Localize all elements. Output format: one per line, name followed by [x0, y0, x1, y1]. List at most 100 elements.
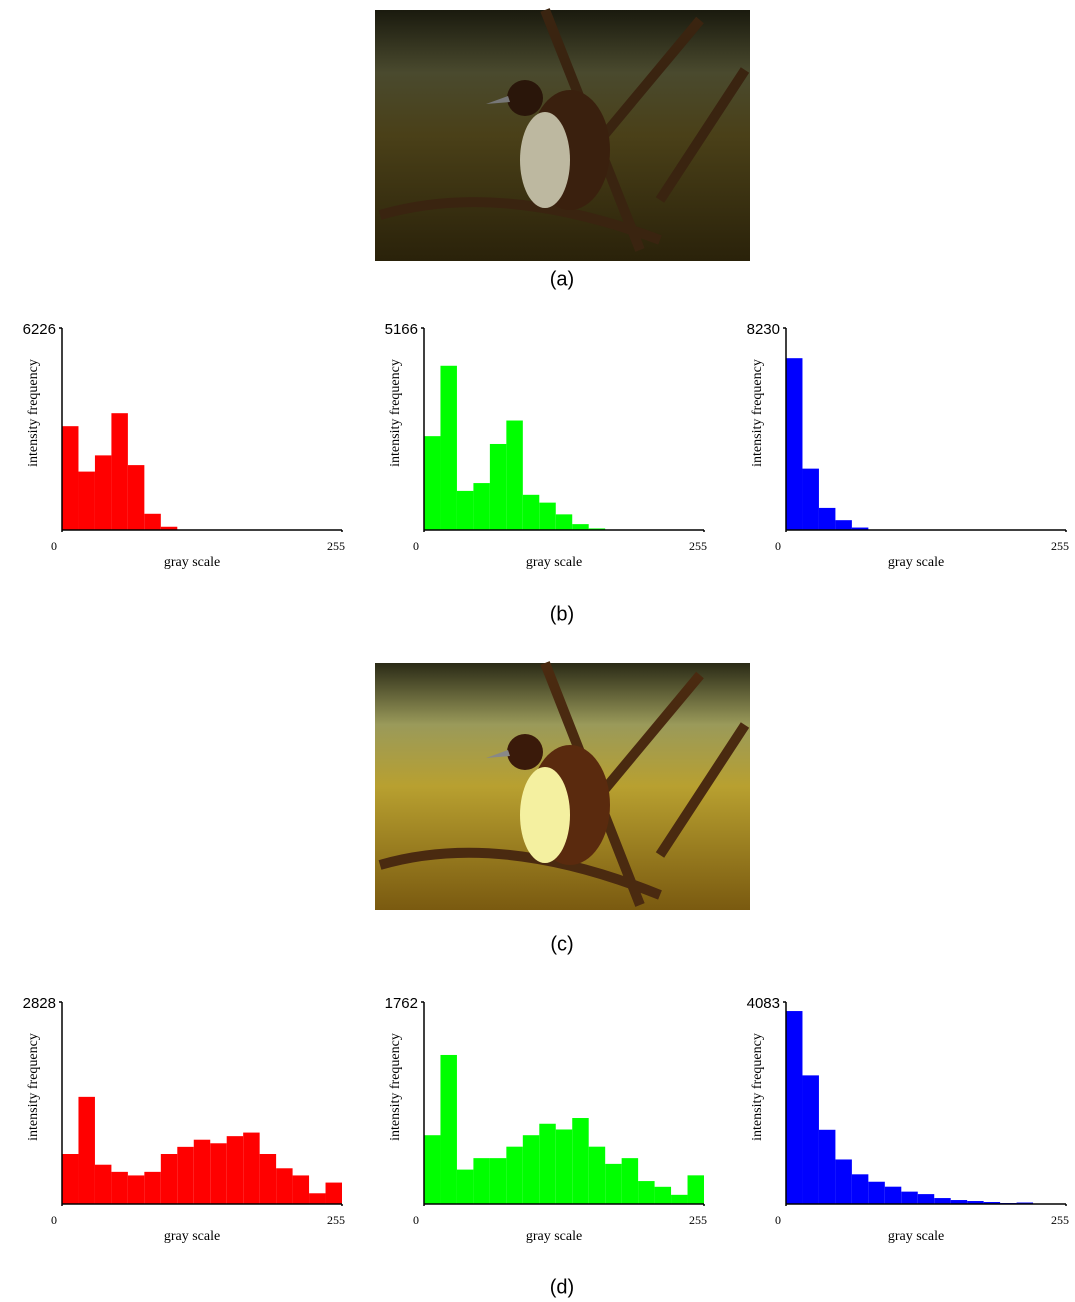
bar [555, 1129, 573, 1204]
x-axis-label: gray scale [526, 555, 582, 570]
bar [835, 520, 852, 530]
x-axis-label: gray scale [526, 1229, 582, 1244]
x-tick-label: 0 [413, 1213, 419, 1227]
bar [144, 513, 161, 530]
x-tick-label: 0 [775, 1213, 781, 1227]
bar [802, 1075, 819, 1204]
bar [276, 1168, 293, 1204]
bar [78, 1096, 95, 1204]
bar [325, 1182, 342, 1204]
bar [78, 471, 95, 530]
bar [94, 1164, 112, 1204]
bar [967, 1201, 984, 1204]
bar [177, 1146, 194, 1204]
bar [62, 1154, 79, 1204]
bar [144, 1171, 161, 1204]
x-tick-label: 0 [51, 539, 57, 553]
bar [983, 1202, 1001, 1204]
y-tick-label: 4083 [747, 995, 780, 1012]
bar [210, 1143, 227, 1204]
x-tick-label: 0 [51, 1213, 57, 1227]
bar [572, 1118, 589, 1204]
y-tick-label: 2828 [23, 995, 56, 1012]
bar [786, 358, 803, 530]
bar [884, 1186, 902, 1204]
bar [588, 1146, 606, 1204]
bar [111, 1171, 128, 1204]
x-tick-label: 255 [689, 539, 707, 553]
bar [917, 1194, 935, 1204]
bar [292, 1175, 310, 1204]
y-axis-label: intensity frequency [388, 1033, 403, 1141]
x-tick-label: 255 [1051, 539, 1069, 553]
bar [851, 1174, 869, 1204]
caption: (a) [550, 268, 574, 290]
bar [621, 1158, 639, 1204]
bar [901, 1191, 918, 1204]
y-axis-label: intensity frequency [388, 359, 403, 467]
photo-enhanced [375, 661, 750, 910]
y-axis-label: intensity frequency [26, 1033, 41, 1141]
bar [835, 1159, 852, 1204]
bar [539, 1123, 556, 1204]
bar [127, 1175, 145, 1204]
bar [160, 526, 178, 530]
bar [309, 1193, 326, 1204]
y-axis-label: intensity frequency [750, 359, 765, 467]
bar [456, 490, 474, 530]
bar [226, 1136, 244, 1204]
caption: (d) [550, 1276, 574, 1298]
y-axis-label: intensity frequency [750, 1033, 765, 1141]
bar [802, 468, 819, 530]
x-axis-label: gray scale [164, 555, 220, 570]
bar [654, 1186, 672, 1204]
bar [424, 436, 441, 530]
bar [588, 528, 606, 530]
bar [424, 1135, 441, 1204]
bar [950, 1200, 968, 1204]
x-tick-label: 255 [327, 539, 345, 553]
bar [687, 1175, 704, 1204]
bar [160, 1154, 178, 1204]
bar [473, 1158, 490, 1204]
y-axis-label: intensity frequency [26, 359, 41, 467]
x-tick-label: 255 [689, 1213, 707, 1227]
y-tick-label: 1762 [385, 995, 418, 1012]
bar [786, 1011, 803, 1204]
bar [572, 524, 589, 530]
bar [506, 1146, 523, 1204]
bar [127, 465, 145, 530]
bar [522, 1135, 540, 1204]
bar [489, 443, 507, 530]
y-tick-label: 6226 [23, 321, 56, 338]
bar [62, 426, 79, 530]
bar [818, 1129, 836, 1204]
bar [522, 494, 540, 530]
bar [506, 420, 523, 530]
bar [456, 1169, 474, 1204]
bar [489, 1158, 507, 1204]
photo-original [375, 8, 750, 261]
x-axis-label: gray scale [888, 1229, 944, 1244]
bar [473, 483, 490, 530]
bar [605, 1163, 622, 1204]
bar [851, 527, 869, 530]
bar [671, 1194, 688, 1204]
bar [818, 507, 836, 530]
bar [259, 1154, 277, 1204]
x-tick-label: 0 [413, 539, 419, 553]
bar [539, 502, 556, 530]
caption: (b) [550, 603, 574, 625]
x-axis-label: gray scale [164, 1229, 220, 1244]
x-axis-label: gray scale [888, 555, 944, 570]
bar [868, 1181, 885, 1204]
bar [243, 1132, 260, 1204]
bar [440, 1054, 457, 1204]
caption: (c) [550, 933, 573, 955]
bar [94, 455, 112, 530]
y-tick-label: 5166 [385, 321, 418, 338]
bar [193, 1139, 211, 1204]
bar [555, 514, 573, 530]
bar [111, 413, 128, 530]
